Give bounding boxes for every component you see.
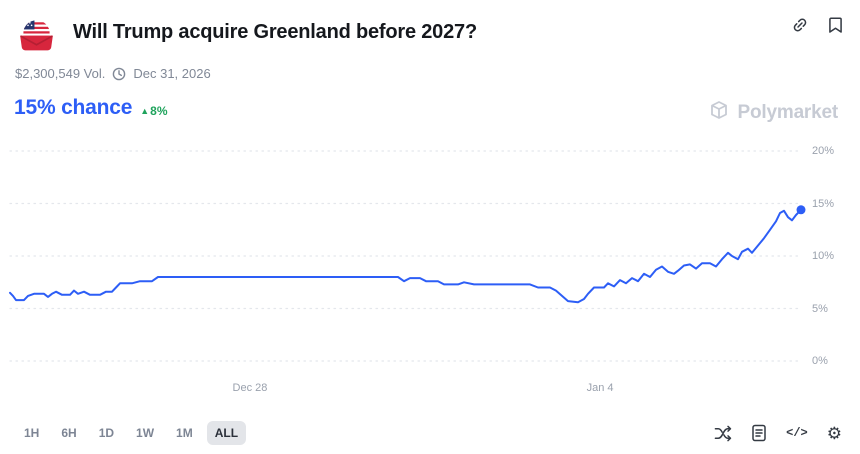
range-button-1h[interactable]: 1H: [16, 421, 47, 445]
range-button-1m[interactable]: 1M: [168, 421, 201, 445]
range-button-all[interactable]: ALL: [206, 421, 247, 445]
clock-icon: [112, 67, 126, 81]
x-axis-labels: Dec 28 Jan 4: [10, 382, 802, 398]
document-icon: [751, 424, 767, 442]
chance-value: 15% chance: [14, 96, 133, 119]
document-button[interactable]: [751, 424, 767, 442]
bookmark-icon: [827, 16, 844, 34]
polymarket-wordmark: Polymarket: [737, 101, 839, 123]
y-tick-label: 0%: [812, 355, 828, 367]
code-icon: </>: [786, 426, 808, 440]
market-title: Will Trump acquire Greenland before 2027…: [73, 21, 477, 43]
range-button-1d[interactable]: 1D: [91, 421, 122, 445]
settings-button[interactable]: ⚙: [827, 425, 842, 442]
probability-chart[interactable]: [9, 143, 806, 371]
range-buttons: 1H 6H 1D 1W 1M ALL: [16, 421, 247, 445]
market-flag-icon: [14, 10, 59, 55]
chance-delta: ▲ 8%: [140, 104, 167, 118]
range-button-6h[interactable]: 6H: [53, 421, 84, 445]
bookmark-button[interactable]: [827, 16, 844, 34]
x-tick-label: Jan 4: [586, 382, 614, 394]
x-tick-label: Dec 28: [232, 382, 268, 394]
shuffle-icon: [714, 425, 732, 442]
top-actions: [791, 16, 844, 34]
chance-row: 15% chance ▲ 8%: [14, 96, 168, 120]
up-arrow-icon: ▲: [140, 106, 150, 116]
footer-actions: </> ⚙: [714, 424, 842, 442]
chart-footer: 1H 6H 1D 1W 1M ALL: [16, 419, 842, 447]
y-tick-label: 20%: [812, 145, 835, 157]
market-meta: $2,300,549 Vol. Dec 31, 2026: [15, 66, 211, 81]
shuffle-button[interactable]: [714, 425, 732, 442]
polymarket-watermark: Polymarket: [708, 99, 838, 126]
polymarket-logo-icon: [708, 99, 730, 126]
chart-canvas[interactable]: [9, 143, 806, 371]
y-tick-label: 15%: [812, 197, 835, 210]
chance-delta-value: 8%: [150, 104, 168, 118]
end-date-label: Dec 31, 2026: [133, 66, 211, 81]
market-header: Will Trump acquire Greenland before 2027…: [14, 10, 477, 55]
range-button-1w[interactable]: 1W: [128, 421, 162, 445]
copy-link-button[interactable]: [791, 16, 809, 34]
volume-label: $2,300,549 Vol.: [15, 66, 106, 81]
gear-icon: ⚙: [826, 423, 842, 443]
embed-button[interactable]: </>: [786, 426, 808, 440]
link-icon: [791, 16, 809, 34]
y-axis-labels: 0% 5% 10% 15% 20%: [812, 143, 856, 371]
y-tick-label: 10%: [812, 250, 835, 262]
y-tick-label: 5%: [812, 302, 828, 315]
